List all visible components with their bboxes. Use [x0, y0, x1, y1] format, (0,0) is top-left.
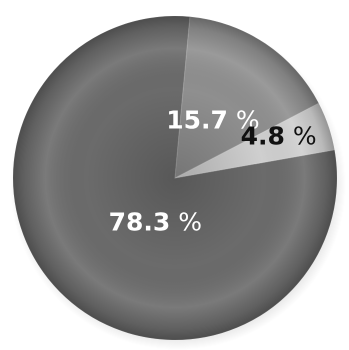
pie-label-1: 15.7 %: [166, 106, 259, 135]
pie-label-0: 78.3 %: [109, 207, 202, 236]
pie-label-unit-2: %: [285, 121, 317, 150]
pie-labels: 78.3 %15.7 %4.8 %: [109, 106, 317, 237]
pie-label-value-0: 78.3: [109, 207, 171, 236]
pie-label-unit-1: %: [228, 106, 260, 135]
pie-slices: [12, 15, 338, 341]
pie-label-2: 4.8 %: [241, 121, 317, 150]
pie-label-value-2: 4.8: [241, 121, 285, 150]
pie-label-unit-0: %: [170, 207, 202, 236]
pie-label-value-1: 15.7: [166, 106, 228, 135]
